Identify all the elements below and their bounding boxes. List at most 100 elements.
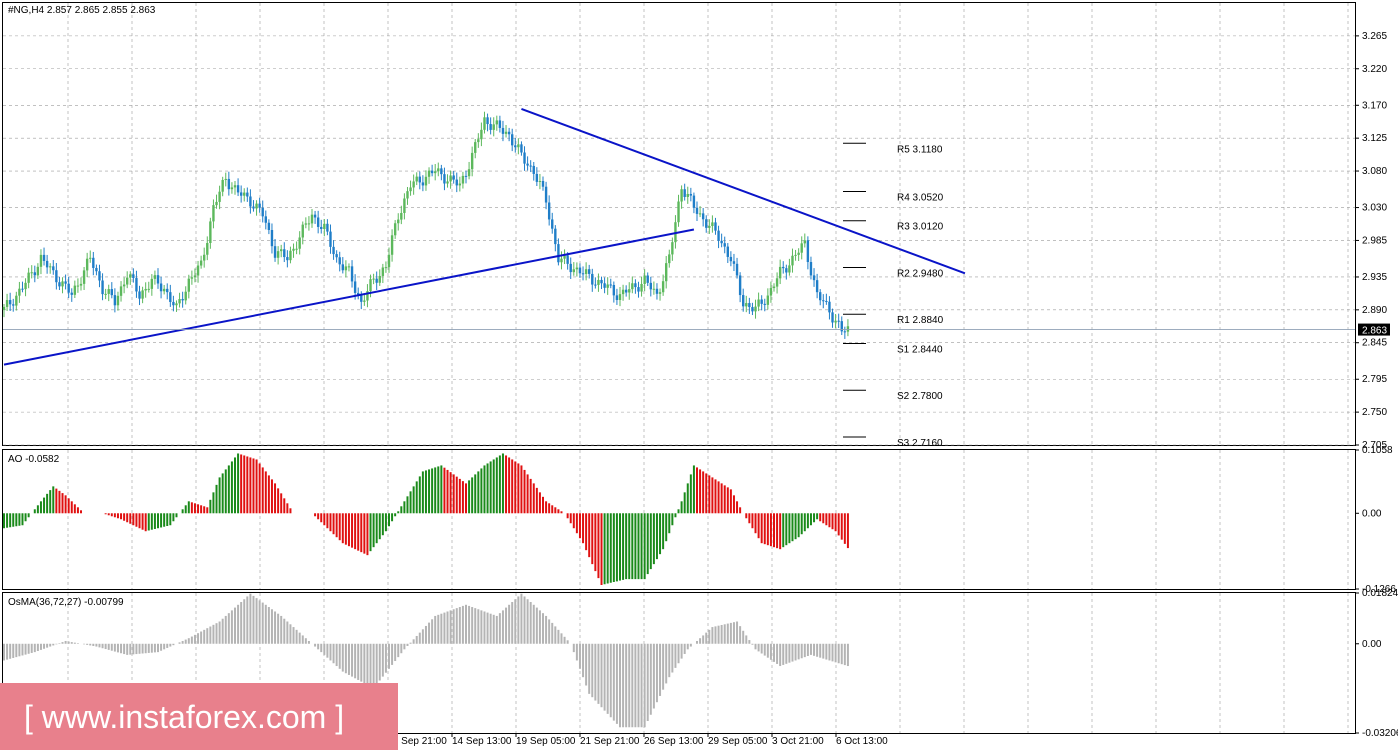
pivot-label-s1: S1 2.8440 [897,344,943,355]
candle-body [711,222,714,227]
osma-tick-label: 0.01824 [1362,588,1398,599]
candle-body [82,270,86,284]
candle-body [812,275,816,281]
candle-body [720,240,723,244]
ao-tick-label: -0.1266 [1362,584,1396,595]
candle-body [544,186,548,203]
candle-body [686,193,689,197]
candle-body [310,214,314,224]
candle-body [658,292,662,294]
candle-body [350,266,354,282]
candle-body [252,206,255,209]
candle-body [381,267,385,276]
candle-body [434,171,437,174]
candle-body [501,127,505,134]
candle-body [634,283,637,288]
candle-body [341,264,344,271]
candle-body [809,262,813,276]
candle-body [748,303,751,308]
candle-body [477,139,480,143]
candle-body [825,301,828,303]
candle-body [532,165,535,174]
candle-body [172,301,175,306]
candle-body [39,254,43,267]
candle-body [141,290,144,299]
price-panel[interactable] [2,2,1356,446]
candle-body [73,285,77,295]
candle-body [304,223,308,225]
candle-body [218,191,221,202]
candle-body [551,219,554,229]
osma-title: OsMA(36,72,27) -0.00799 [8,597,124,608]
candle-body [498,120,502,128]
candle-body [347,266,351,268]
candle-body [520,144,523,153]
price-tick-label: 2.795 [1362,374,1387,385]
candle-body [233,185,237,188]
candle-body [729,256,733,262]
candle-body [538,180,542,182]
candle-body [455,179,458,186]
ao-panel[interactable] [2,449,1356,590]
candle-body [495,120,498,125]
candle-body [649,282,652,290]
candle-body [193,275,197,278]
candle-body [514,145,517,148]
candle-body [289,250,292,261]
candle-body [122,284,126,287]
time-tick-label: 26 Sep 13:00 [644,736,704,747]
candle-body [372,278,375,280]
candle-body [400,212,403,220]
candle-body [698,213,702,215]
candle-body [85,258,89,271]
candle-body [79,283,83,286]
candle-body [822,300,825,302]
price-axis: 3.265 3.220 3.170 3.125 3.080 3.030 2.985 2.935… [3,31,1390,451]
candle-body [486,117,489,125]
candle-body [144,288,147,291]
candle-body [800,243,803,253]
candle-body [295,248,298,250]
candle-body [42,254,46,261]
candle-body [329,231,332,247]
candle-body [2,306,6,310]
candle-body [393,223,397,236]
osma-tick-label: 0.00 [1362,639,1382,650]
osma-panel[interactable] [2,592,1356,734]
candle-body [578,267,582,274]
pivot-label-r1: R1 2.8840 [897,315,944,326]
candle-body [397,219,400,224]
candle-body [624,289,628,293]
candle-body [110,289,113,296]
time-tick-label: 21 Sep 21:00 [580,736,640,747]
candle-body [846,326,850,332]
candle-body [129,274,132,278]
osma-tick-label: -0.03206 [1362,728,1398,739]
candle-body [566,255,569,264]
candle-body [153,275,157,279]
candle-body [766,295,770,305]
candle-body [338,257,341,265]
time-tick-label: 19 Sep 05:00 [516,736,576,747]
candle-body [489,124,492,130]
candle-body [772,286,776,289]
candle-body [320,226,323,229]
candle-body [655,288,659,294]
candle-body [178,298,181,304]
candle-body [64,281,67,284]
candle-body [541,180,545,187]
candle-body [184,291,187,301]
candle-body [316,217,320,227]
candle-body [701,213,705,220]
candle-body [61,281,64,287]
candle-body [526,163,529,166]
candle-body [166,288,169,293]
candle-body [135,278,138,292]
current-price-label: 2.863 [1362,326,1387,337]
candle-body [360,295,363,302]
candle-body [643,275,646,284]
candle-body [224,178,227,180]
candle-body [49,266,52,268]
